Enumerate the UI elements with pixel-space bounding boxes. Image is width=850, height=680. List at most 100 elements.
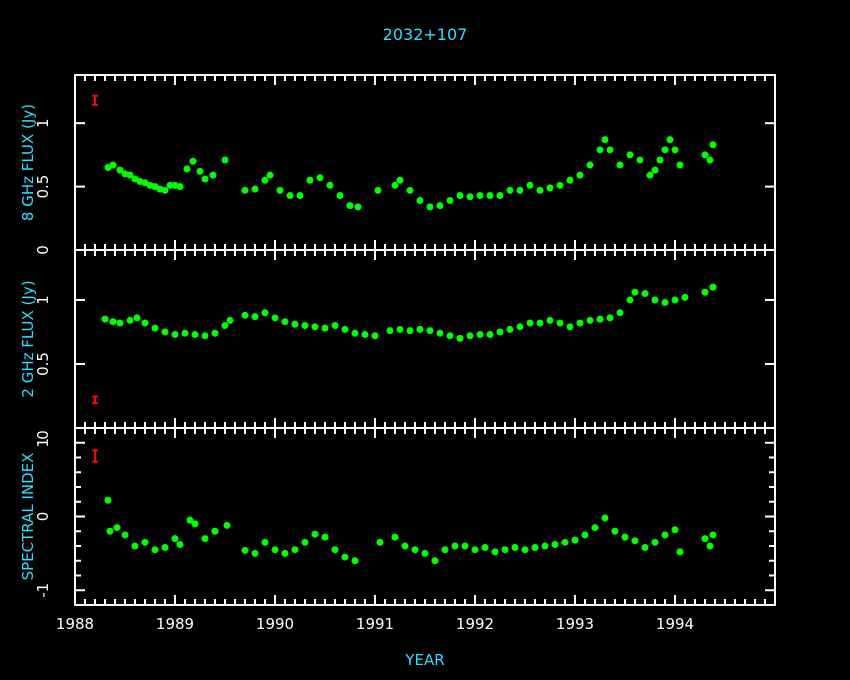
data-point bbox=[241, 186, 249, 194]
data-point bbox=[626, 296, 634, 304]
data-point bbox=[566, 323, 574, 331]
data-point bbox=[546, 316, 554, 324]
data-point bbox=[316, 174, 324, 182]
data-point bbox=[581, 531, 589, 539]
data-point bbox=[641, 543, 649, 551]
data-point bbox=[556, 319, 564, 327]
data-point bbox=[223, 521, 231, 529]
data-point bbox=[651, 538, 659, 546]
data-point bbox=[556, 181, 564, 189]
data-point bbox=[471, 546, 479, 554]
data-point bbox=[221, 156, 229, 164]
data-point bbox=[706, 542, 714, 550]
data-point bbox=[151, 546, 159, 554]
data-point bbox=[576, 319, 584, 327]
data-point bbox=[406, 186, 414, 194]
data-point bbox=[441, 546, 449, 554]
data-point bbox=[311, 323, 319, 331]
data-point bbox=[709, 531, 717, 539]
data-point bbox=[161, 328, 169, 336]
panel-frame bbox=[74, 74, 776, 251]
data-point bbox=[606, 146, 614, 154]
y-axis-label: SPECTRAL INDEX bbox=[19, 453, 37, 581]
y-tick-label: 0 bbox=[34, 245, 52, 255]
data-point bbox=[104, 496, 112, 504]
data-point bbox=[126, 316, 134, 324]
data-point bbox=[631, 537, 639, 545]
x-tick-label: 1991 bbox=[356, 615, 394, 633]
x-tick-label: 1992 bbox=[456, 615, 494, 633]
y-tick-label: 1 bbox=[34, 438, 52, 448]
data-point bbox=[196, 167, 204, 175]
data-point bbox=[541, 542, 549, 550]
data-point bbox=[291, 320, 299, 328]
data-point bbox=[201, 535, 209, 543]
data-point bbox=[656, 156, 664, 164]
data-point bbox=[311, 530, 319, 538]
data-point bbox=[536, 186, 544, 194]
data-point bbox=[676, 548, 684, 556]
y-tick-label: 0.5 bbox=[34, 352, 52, 376]
data-point bbox=[276, 186, 284, 194]
data-point bbox=[476, 191, 484, 199]
data-point bbox=[561, 538, 569, 546]
data-point bbox=[296, 191, 304, 199]
data-point bbox=[596, 315, 604, 323]
data-point bbox=[141, 538, 149, 546]
data-point bbox=[596, 146, 604, 154]
data-point bbox=[636, 156, 644, 164]
data-point bbox=[211, 329, 219, 337]
y-tick-label: 1 bbox=[34, 118, 52, 128]
data-point bbox=[426, 203, 434, 211]
data-point bbox=[586, 161, 594, 169]
data-point bbox=[126, 171, 134, 179]
data-point bbox=[341, 553, 349, 561]
data-point bbox=[271, 314, 279, 322]
data-point bbox=[121, 531, 129, 539]
panel-2: 0.5 1 0 2 GHz FLUX (Jy) bbox=[19, 249, 776, 440]
data-point bbox=[646, 171, 654, 179]
data-point bbox=[709, 283, 717, 291]
panel-frame bbox=[74, 427, 776, 606]
data-point bbox=[516, 186, 524, 194]
data-point bbox=[116, 166, 124, 174]
y-tick-label: 0.5 bbox=[34, 175, 52, 199]
data-point bbox=[576, 171, 584, 179]
data-point bbox=[241, 311, 249, 319]
data-point bbox=[261, 309, 269, 317]
data-point bbox=[171, 331, 179, 339]
data-point bbox=[396, 176, 404, 184]
data-point bbox=[331, 322, 339, 330]
data-point bbox=[416, 197, 424, 205]
data-point bbox=[506, 186, 514, 194]
data-point bbox=[406, 327, 414, 335]
data-point bbox=[181, 329, 189, 337]
data-point bbox=[521, 546, 529, 554]
x-tick-label: 1989 bbox=[156, 615, 194, 633]
chart-title: 2032+107 bbox=[383, 25, 468, 44]
data-point bbox=[666, 136, 674, 144]
data-point bbox=[189, 157, 197, 165]
data-point bbox=[681, 293, 689, 301]
data-point bbox=[266, 171, 274, 179]
x-tick-label: 1994 bbox=[656, 615, 694, 633]
data-point bbox=[391, 533, 399, 541]
data-point bbox=[321, 324, 329, 332]
data-point bbox=[106, 527, 114, 535]
data-point bbox=[211, 527, 219, 535]
data-point bbox=[201, 175, 209, 183]
data-point bbox=[116, 319, 124, 327]
data-point bbox=[281, 318, 289, 326]
y-tick-label: 0 bbox=[34, 512, 52, 522]
data-point bbox=[186, 516, 194, 524]
data-point bbox=[321, 533, 329, 541]
data-point bbox=[291, 546, 299, 554]
data-point bbox=[226, 316, 234, 324]
data-point bbox=[701, 535, 709, 543]
data-point bbox=[501, 546, 509, 554]
data-point bbox=[396, 325, 404, 333]
data-point bbox=[436, 329, 444, 337]
data-point bbox=[671, 296, 679, 304]
